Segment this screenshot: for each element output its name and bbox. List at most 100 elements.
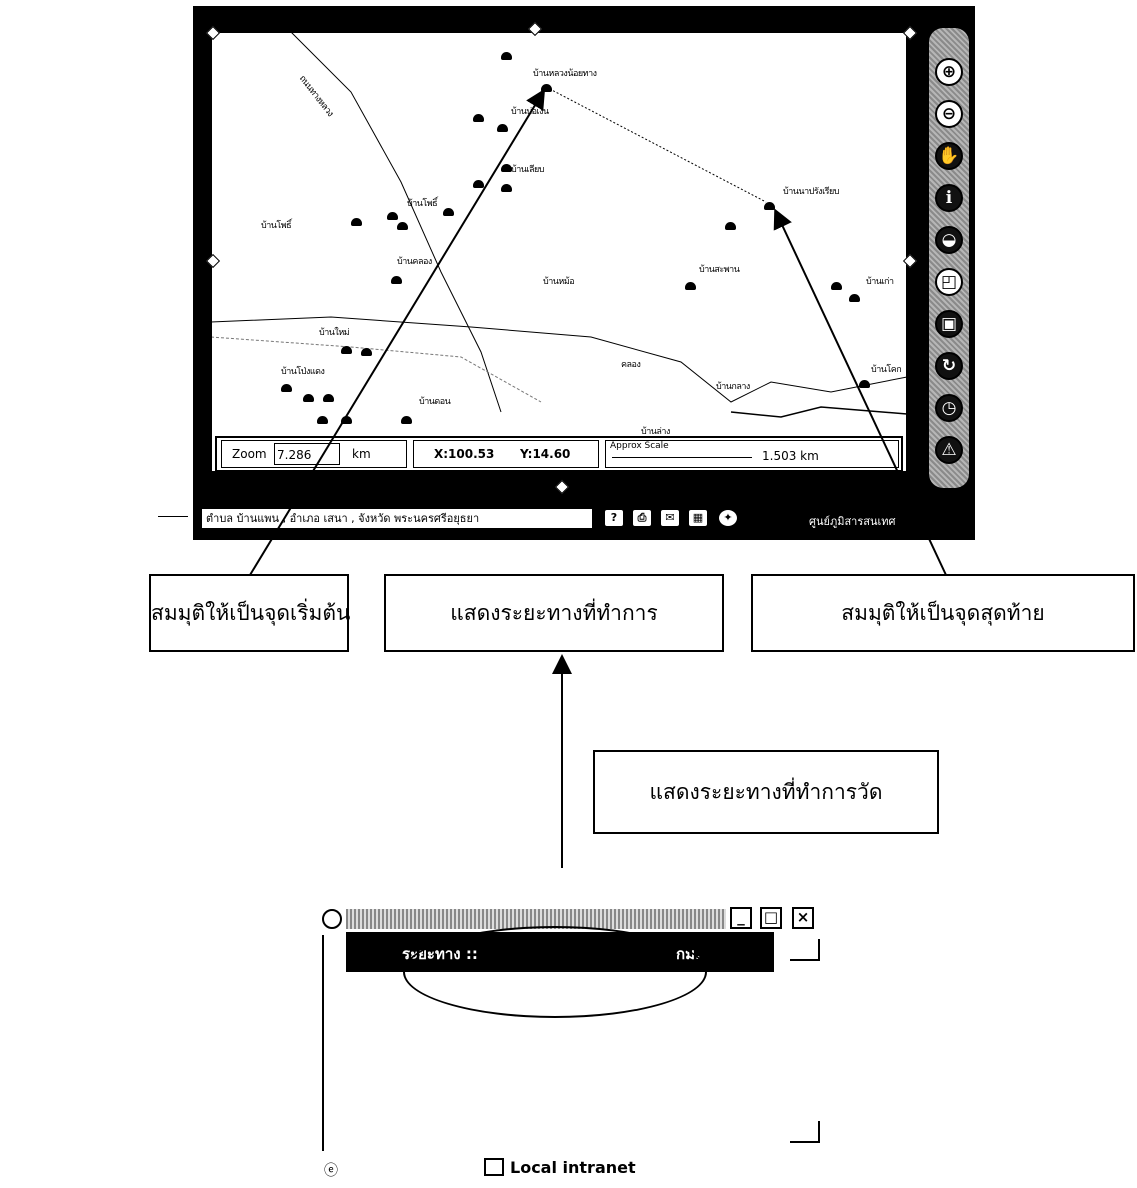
pointer-dash — [158, 516, 188, 517]
map-place-label: คลอง — [621, 360, 641, 370]
map-place-label: บ้านโป่งแดง — [281, 367, 325, 377]
mail-icon[interactable]: ✉ — [659, 508, 681, 528]
intranet-zone-icon — [484, 1158, 504, 1176]
map-place-label: บ้านเลียบ — [511, 165, 545, 175]
scale-label: Approx Scale — [610, 441, 669, 451]
poi-icon[interactable] — [317, 416, 328, 424]
map-place-label: บ้านล่าง — [641, 427, 670, 437]
poi-icon[interactable] — [764, 202, 775, 210]
north-icon[interactable]: ⚠ — [935, 436, 963, 464]
map-place-label: บ้านโคก — [871, 365, 902, 375]
road-line — [290, 32, 502, 413]
poi-icon[interactable] — [473, 114, 484, 122]
coordinate-panel: X:100.53 Y:14.60 — [413, 440, 599, 468]
map-place-label: บ้านเก่า — [866, 277, 894, 287]
maximize-button[interactable]: □ — [760, 907, 782, 929]
map-place-label: บ้านหม้อ — [543, 277, 575, 287]
refresh-icon[interactable]: ↻ — [935, 352, 963, 380]
poi-icon[interactable] — [541, 84, 552, 92]
poi-icon[interactable] — [501, 164, 512, 172]
poi-icon[interactable] — [849, 294, 860, 302]
callout-end-point: สมมุติให้เป็นจุดสุดท้าย — [751, 574, 1135, 652]
map-place-label: บ้านโพธิ์ — [261, 221, 292, 231]
distance-popup-window: _ □ × — [322, 905, 828, 1157]
map-place-label: บ้านกลาง — [716, 382, 750, 392]
poi-icon[interactable] — [831, 282, 842, 290]
help-icon[interactable]: ? — [603, 508, 625, 528]
zoom-label: Zoom — [232, 447, 267, 461]
status-org-label: ศูนย์ภูมิสารสนเทศ — [809, 515, 896, 528]
ie-icon — [322, 909, 342, 929]
river-line — [730, 406, 907, 418]
layer-icon[interactable]: ▣ — [935, 310, 963, 338]
poi-icon[interactable] — [401, 416, 412, 424]
callout-start-point: สมมุติให้เป็นจุดเริ่มต้น — [149, 574, 350, 652]
map-place-label: บ้านโพธิ์ — [407, 199, 438, 209]
scale-bar — [612, 457, 752, 458]
print-icon[interactable]: ⎙ — [631, 508, 653, 528]
callout-show-distance-measure: แสดงระยะทางที่ทำการวัด — [593, 750, 939, 834]
poi-icon[interactable] — [473, 180, 484, 188]
road-line — [211, 316, 907, 403]
arrow-to-start — [249, 88, 546, 576]
map-features — [211, 32, 907, 472]
map-place-label: บ้านคลอง — [397, 257, 432, 267]
poi-icon[interactable] — [303, 394, 314, 402]
poi-icon[interactable] — [685, 282, 696, 290]
boundary-line — [211, 336, 542, 403]
map-canvas[interactable]: บ้านหลวงน้อยทาง บ้านบ่อเงิน บ้านเลียบ บ้… — [211, 32, 907, 472]
map-place-label: บ้านดอน — [419, 397, 451, 407]
history-icon[interactable]: ◷ — [935, 394, 963, 422]
coord-y: Y:14.60 — [520, 447, 571, 461]
poi-icon[interactable] — [387, 212, 398, 220]
poi-icon[interactable] — [497, 124, 508, 132]
scale-panel: Approx Scale 1.503 km — [605, 440, 899, 468]
zoom-in-icon[interactable]: ⊕ — [935, 58, 963, 86]
poi-icon[interactable] — [397, 222, 408, 230]
pan-icon[interactable]: ✋ — [935, 142, 963, 170]
poi-icon[interactable] — [501, 184, 512, 192]
close-button[interactable]: × — [792, 907, 814, 929]
map-place-label: บ้านหลวงน้อยทาง — [533, 69, 597, 79]
measure-icon[interactable]: ◒ — [935, 226, 963, 254]
map-place-label: บ้านนาปรังเรียบ — [783, 187, 839, 197]
title-text-blurred — [346, 909, 726, 929]
poi-icon[interactable] — [341, 346, 352, 354]
arrow-to-end — [773, 208, 947, 576]
highlight-ellipse — [403, 926, 707, 1018]
location-field: ตำบล บ้านแพน , อำเภอ เสนา , จังหวัด พระน… — [201, 508, 593, 529]
popup-title-bar: _ □ × — [322, 905, 828, 933]
poi-icon[interactable] — [361, 348, 372, 356]
poi-icon[interactable] — [281, 384, 292, 392]
poi-icon[interactable] — [351, 218, 362, 226]
poi-icon[interactable] — [725, 222, 736, 230]
poi-icon[interactable] — [501, 52, 512, 60]
settings-icon[interactable]: ✦ — [717, 508, 739, 528]
zoom-input[interactable]: 7.286 — [274, 443, 340, 465]
poi-icon[interactable] — [323, 394, 334, 402]
map-place-label: บ้านใหม่ — [319, 328, 350, 338]
minimize-button[interactable]: _ — [730, 907, 752, 929]
map-toolbar: ⊕ ⊖ ✋ ℹ ◒ ◰ ▣ ↻ ◷ ⚠ — [929, 28, 969, 488]
poi-icon[interactable] — [391, 276, 402, 284]
poi-icon[interactable] — [859, 380, 870, 388]
map-place-label: บ้านสะพาน — [699, 265, 740, 275]
coord-x: X:100.53 — [434, 447, 495, 461]
map-status-bar: ตำบล บ้านแพน , อำเภอ เสนา , จังหวัด พระน… — [201, 506, 971, 532]
select-icon[interactable]: ◰ — [935, 268, 963, 296]
corner-mark — [790, 1121, 820, 1143]
zoom-unit: km — [352, 447, 371, 461]
zoom-panel: Zoom 7.286 km — [221, 440, 407, 468]
zoom-out-icon[interactable]: ⊖ — [935, 100, 963, 128]
corner-mark — [790, 939, 820, 961]
info-icon[interactable]: ℹ — [935, 184, 963, 212]
poi-icon[interactable] — [341, 416, 352, 424]
zone-label: Local intranet — [510, 1158, 636, 1177]
gis-map-window: บ้านหลวงน้อยทาง บ้านบ่อเงิน บ้านเลียบ บ้… — [193, 6, 975, 540]
callout-show-distance: แสดงระยะทางที่ทำการ — [384, 574, 724, 652]
grid-icon[interactable]: ▦ — [687, 508, 709, 528]
poi-icon[interactable] — [443, 208, 454, 216]
popup-content — [322, 935, 822, 1151]
measure-line — [545, 86, 767, 203]
